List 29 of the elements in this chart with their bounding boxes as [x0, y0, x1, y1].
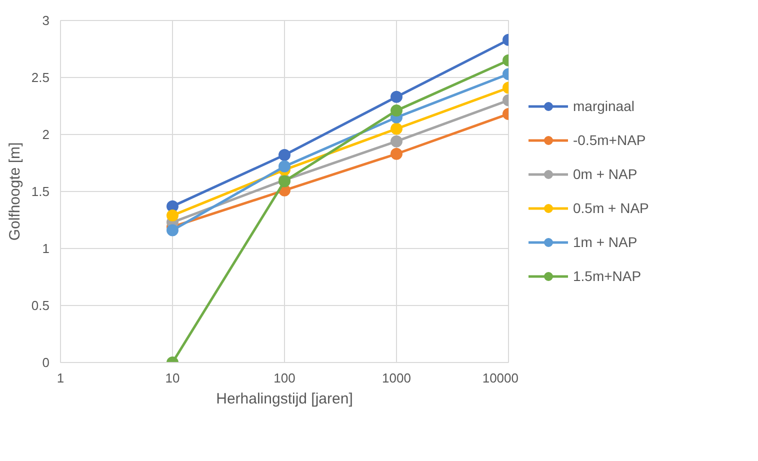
point	[390, 148, 402, 160]
legend-label: 0.5m + NAP	[573, 200, 649, 216]
y-tick-label: 2	[42, 127, 50, 142]
point	[390, 90, 402, 103]
y-tick-label: 0	[42, 355, 50, 370]
point	[390, 104, 402, 117]
point	[166, 209, 178, 222]
legend-label: 1.5m+NAP	[573, 268, 642, 284]
point	[390, 135, 402, 148]
y-tick-label: 0.5	[31, 298, 50, 313]
legend-label: -0.5m+NAP	[573, 132, 646, 148]
x-tick-label: 10	[165, 370, 180, 386]
y-tick-label: 1	[42, 241, 50, 256]
point	[278, 160, 290, 172]
y-tick-label: 2.5	[31, 70, 50, 85]
legend-label: 1m + NAP	[573, 234, 638, 250]
y-tick-label: 1.5	[31, 184, 50, 199]
x-tick-label: 1000	[382, 370, 411, 386]
point	[278, 149, 290, 162]
x-tick-label: 10000	[482, 370, 519, 386]
x-tick-label: 100	[274, 370, 296, 386]
legend-label: 0m + NAP	[573, 166, 638, 182]
y-tick-label: 3	[42, 13, 50, 28]
x-tick-label: 1	[56, 370, 64, 386]
point	[390, 122, 402, 135]
point	[166, 224, 178, 236]
y-axis-title: Golfhoogte [m]	[6, 142, 24, 241]
x-axis-title: Herhalingstijd [jaren]	[216, 390, 353, 408]
legend-label: marginaal	[573, 98, 634, 114]
